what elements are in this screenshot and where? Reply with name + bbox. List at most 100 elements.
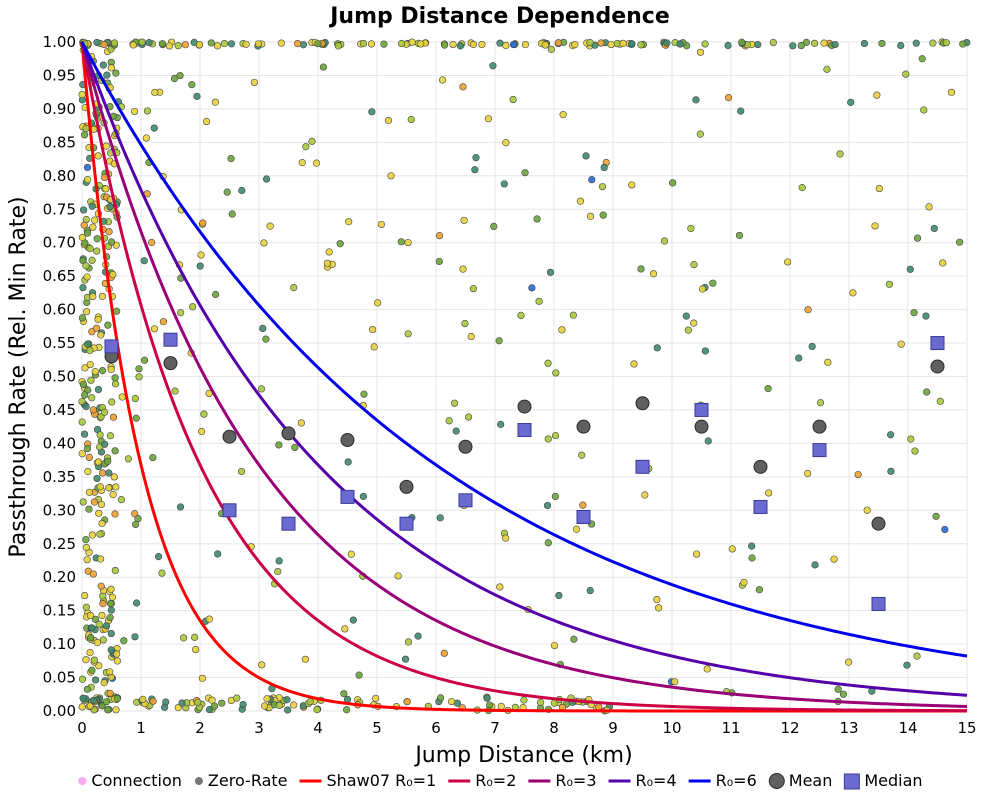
scatter-point <box>831 40 839 49</box>
mean-point <box>694 419 709 434</box>
median-point <box>517 423 532 438</box>
grid-lines <box>81 41 968 712</box>
x-tick-label: 10 <box>662 719 681 737</box>
y-tick-label: 0.65 <box>43 267 76 285</box>
scatter-point <box>798 184 806 192</box>
scatter-point <box>227 155 235 163</box>
scatter-point <box>207 39 215 47</box>
x-tick-label: 7 <box>490 719 500 737</box>
scatter-point <box>106 668 114 676</box>
scatter-point <box>897 340 905 348</box>
median-point <box>104 339 119 354</box>
scatter-point <box>939 259 947 267</box>
chart-title: Jump Distance Dependence <box>328 4 670 29</box>
scatter-point <box>521 169 529 177</box>
scatter-point <box>78 418 86 426</box>
scatter-point <box>860 39 869 48</box>
legend-item: R₀=4 <box>608 771 677 790</box>
legend-label: Mean <box>789 771 833 790</box>
scatter-point <box>484 115 493 123</box>
scatter-point <box>112 69 120 77</box>
scatter-point <box>263 695 271 703</box>
scatter-point <box>108 238 116 246</box>
scatter-point <box>641 491 649 499</box>
scatter-point <box>653 344 661 352</box>
x-tick-label: 1 <box>136 719 146 737</box>
scatter-point <box>854 470 862 479</box>
scatter-point <box>959 40 967 48</box>
scatter-point <box>210 702 219 710</box>
y-tick-label: 0.45 <box>43 401 76 419</box>
scatter-point <box>84 229 92 237</box>
scatter-point <box>139 695 147 703</box>
scatter-point <box>82 535 90 544</box>
scatter-point <box>107 606 115 614</box>
scatter-point <box>81 591 89 600</box>
scatter-point <box>875 184 883 193</box>
scatter-point <box>131 394 139 403</box>
median-point <box>694 402 709 417</box>
scatter-point <box>107 64 115 72</box>
scatter-point <box>242 40 250 48</box>
mean-point <box>753 459 768 474</box>
scatter-point <box>820 39 828 47</box>
x-tick-label: 12 <box>780 719 799 737</box>
scatter-point <box>275 701 283 710</box>
median-point <box>222 503 237 518</box>
scatter-point <box>83 685 91 693</box>
scatter-point <box>223 188 231 196</box>
mean-point <box>222 429 237 444</box>
scatter-point <box>738 38 746 46</box>
scatter-point <box>748 542 756 550</box>
scatter-point <box>79 206 88 214</box>
scatter-point <box>165 42 174 50</box>
scatter-point <box>502 139 510 147</box>
scatter-point <box>98 367 107 375</box>
scatter-point <box>162 698 170 706</box>
scatter-point <box>86 649 94 657</box>
scatter-point <box>461 319 469 328</box>
scatter-point <box>211 98 219 106</box>
scatter-point <box>112 483 120 491</box>
scatter-point <box>464 413 473 421</box>
scatter-point <box>544 539 552 547</box>
legend-dot-icon <box>194 777 203 785</box>
scatter-point <box>111 374 119 382</box>
scatter-point <box>109 491 117 499</box>
scatter-point <box>345 218 353 226</box>
scatter-point <box>472 154 480 162</box>
x-tick-label: 0 <box>77 719 87 737</box>
scatter-point <box>170 74 179 83</box>
scatter-point <box>600 163 608 172</box>
scatter-point <box>690 319 698 327</box>
scatter-point <box>947 88 956 96</box>
scatter-point <box>824 358 832 366</box>
scatter-point <box>188 81 196 89</box>
scatter-point <box>823 65 831 73</box>
scatter-point <box>804 306 812 314</box>
scatter-point <box>521 40 530 49</box>
scatter-point <box>218 699 226 707</box>
scatter-point <box>543 501 552 510</box>
scatter-point <box>341 625 349 633</box>
scatter-point <box>816 399 825 407</box>
scatter-point <box>384 116 393 125</box>
scatter-point <box>259 324 267 333</box>
median-point <box>163 332 178 347</box>
scatter-point <box>336 240 344 248</box>
scatter-point <box>387 172 395 180</box>
scatter-point <box>397 39 406 48</box>
scatter-point <box>194 698 202 706</box>
scatter-point <box>97 500 106 509</box>
scatter-point <box>85 505 93 513</box>
scatter-point <box>104 457 112 465</box>
scatter-point <box>912 39 920 47</box>
scatter-point <box>302 143 310 151</box>
scatter-point <box>863 506 871 514</box>
scatter-point <box>925 203 933 211</box>
x-tick-label: 6 <box>431 719 441 737</box>
scatter-point <box>86 346 94 354</box>
x-tick-label: 9 <box>608 719 618 737</box>
scatter-point <box>198 427 206 436</box>
